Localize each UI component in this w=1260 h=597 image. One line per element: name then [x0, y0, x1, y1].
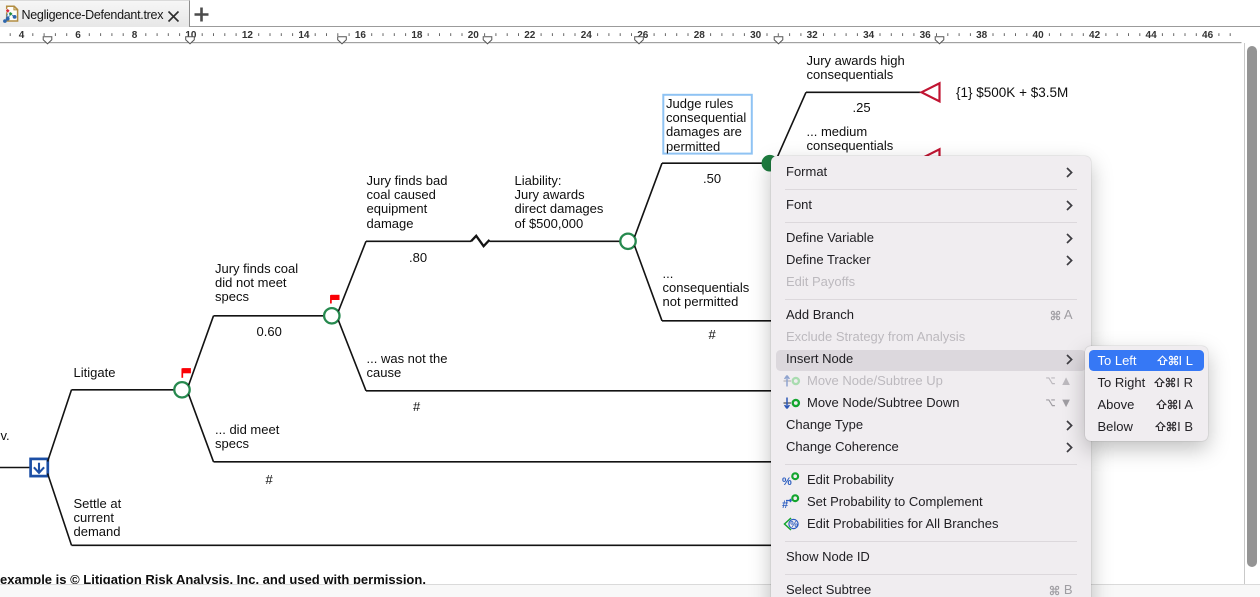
svg-text:28: 28 [694, 30, 706, 41]
svg-text:18: 18 [411, 30, 423, 41]
svg-text:32: 32 [807, 30, 819, 41]
svg-text:42: 42 [1089, 30, 1101, 41]
svg-text:20: 20 [468, 30, 480, 41]
svg-text:%: % [782, 476, 792, 488]
svg-text:14: 14 [298, 30, 310, 41]
svg-text:10: 10 [185, 30, 197, 41]
svg-text:12: 12 [242, 30, 254, 41]
svg-text:4: 4 [19, 30, 25, 41]
svg-text:#: # [782, 499, 788, 510]
svg-text:40: 40 [1033, 30, 1045, 41]
svg-text:34: 34 [863, 30, 875, 41]
svg-text:36: 36 [920, 30, 932, 41]
svg-text:38: 38 [976, 30, 988, 41]
svg-text:8: 8 [132, 30, 138, 41]
svg-text:6: 6 [75, 30, 81, 41]
svg-text:26: 26 [637, 30, 649, 41]
svg-text:24: 24 [581, 30, 593, 41]
svg-text:16: 16 [355, 30, 367, 41]
svg-text:22: 22 [524, 30, 536, 41]
svg-text:44: 44 [1146, 30, 1158, 41]
svg-text:30: 30 [750, 30, 762, 41]
svg-text:46: 46 [1202, 30, 1214, 41]
svg-text:%: % [790, 519, 798, 529]
